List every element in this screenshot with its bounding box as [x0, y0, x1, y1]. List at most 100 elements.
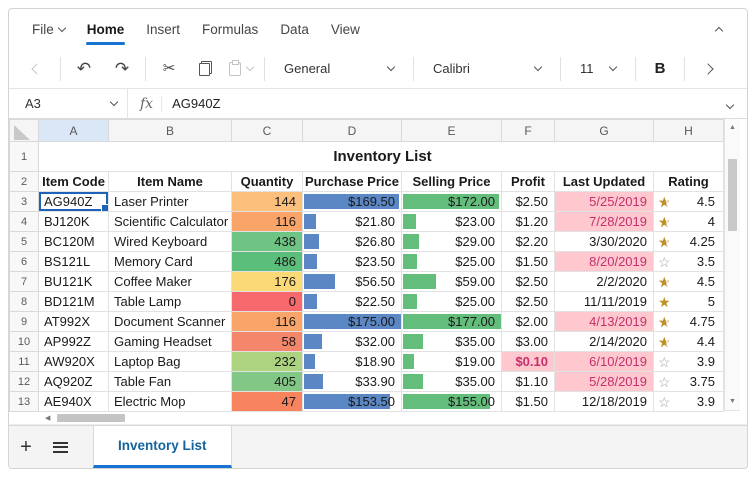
- row-header-4[interactable]: 4: [9, 211, 39, 232]
- cell[interactable]: 6/10/2019: [554, 351, 654, 372]
- cell[interactable]: ★ 5: [653, 291, 724, 312]
- cell[interactable]: ☆ 3.9: [653, 351, 724, 372]
- collapse-ribbon-button[interactable]: [705, 14, 733, 44]
- cell[interactable]: $33.90: [302, 371, 402, 392]
- column-header-E[interactable]: E: [401, 119, 502, 142]
- cell[interactable]: $19.00: [401, 351, 502, 372]
- cell[interactable]: Laptop Bag: [108, 351, 232, 372]
- cell[interactable]: AQ920Z: [38, 371, 109, 392]
- add-sheet-button[interactable]: +: [20, 435, 32, 458]
- expand-formula-bar-button[interactable]: [713, 96, 747, 111]
- cell[interactable]: Laser Printer: [108, 191, 232, 212]
- cell[interactable]: ☆★ 4: [653, 211, 724, 232]
- cell[interactable]: $1.50: [501, 391, 555, 412]
- cell[interactable]: 4/13/2019: [554, 311, 654, 332]
- cell[interactable]: 47: [231, 391, 303, 412]
- menu-item-home[interactable]: Home: [76, 9, 136, 49]
- row-header-3[interactable]: 3: [9, 191, 39, 212]
- cell[interactable]: $155.00: [401, 391, 502, 412]
- cell[interactable]: AT992X: [38, 311, 109, 332]
- cell[interactable]: ☆★ 4.5: [653, 191, 724, 212]
- cell[interactable]: BC120M: [38, 231, 109, 252]
- undo-button[interactable]: ↶: [70, 54, 98, 84]
- cell[interactable]: BU121K: [38, 271, 109, 292]
- cell[interactable]: $18.90: [302, 351, 402, 372]
- row-header-8[interactable]: 8: [9, 291, 39, 312]
- cell[interactable]: 0: [231, 291, 303, 312]
- sheet-title-cell[interactable]: Inventory List: [38, 141, 724, 172]
- cell[interactable]: Electric Mop: [108, 391, 232, 412]
- column-title-cell[interactable]: Profit: [501, 171, 555, 192]
- horizontal-scroll-thumb[interactable]: [57, 414, 125, 422]
- cell[interactable]: $25.00: [401, 251, 502, 272]
- cell[interactable]: ☆★ 4.25: [653, 231, 724, 252]
- paste-button[interactable]: [227, 54, 255, 84]
- row-header-1[interactable]: 1: [9, 141, 39, 172]
- column-header-F[interactable]: F: [501, 119, 555, 142]
- select-all-corner[interactable]: [9, 119, 39, 142]
- cell[interactable]: $23.00: [401, 211, 502, 232]
- cell[interactable]: 2/14/2020: [554, 331, 654, 352]
- cell[interactable]: 3/30/2020: [554, 231, 654, 252]
- vertical-scroll-thumb[interactable]: [728, 159, 737, 231]
- cell[interactable]: $2.50: [501, 291, 555, 312]
- cell[interactable]: Document Scanner: [108, 311, 232, 332]
- cell[interactable]: BS121L: [38, 251, 109, 272]
- cell[interactable]: 8/20/2019: [554, 251, 654, 272]
- cell[interactable]: $3.00: [501, 331, 555, 352]
- column-title-cell[interactable]: Purchase Price: [302, 171, 402, 192]
- cell[interactable]: Gaming Headset: [108, 331, 232, 352]
- redo-button[interactable]: ↷: [108, 54, 136, 84]
- copy-button[interactable]: [191, 54, 219, 84]
- cell[interactable]: $1.10: [501, 371, 555, 392]
- cell[interactable]: ☆ 3.75: [653, 371, 724, 392]
- column-header-D[interactable]: D: [302, 119, 402, 142]
- cell[interactable]: 11/11/2019: [554, 291, 654, 312]
- column-header-A[interactable]: A: [38, 119, 109, 142]
- row-header-5[interactable]: 5: [9, 231, 39, 252]
- cell[interactable]: $26.80: [302, 231, 402, 252]
- cell[interactable]: Scientific Calculator: [108, 211, 232, 232]
- cell[interactable]: Coffee Maker: [108, 271, 232, 292]
- cell[interactable]: 5/28/2019: [554, 371, 654, 392]
- row-header-6[interactable]: 6: [9, 251, 39, 272]
- cell[interactable]: AE940X: [38, 391, 109, 412]
- cell[interactable]: Wired Keyboard: [108, 231, 232, 252]
- cell[interactable]: 438: [231, 231, 303, 252]
- cell[interactable]: $2.50: [501, 271, 555, 292]
- cell[interactable]: $153.50: [302, 391, 402, 412]
- font-name-dropdown[interactable]: Calibri: [423, 54, 551, 84]
- column-header-B[interactable]: B: [108, 119, 232, 142]
- fx-icon[interactable]: fx: [140, 95, 154, 112]
- menu-item-insert[interactable]: Insert: [135, 9, 191, 49]
- cell[interactable]: $1.50: [501, 251, 555, 272]
- cell[interactable]: $22.50: [302, 291, 402, 312]
- cell[interactable]: $177.00: [401, 311, 502, 332]
- column-header-G[interactable]: G: [554, 119, 654, 142]
- cell[interactable]: $29.00: [401, 231, 502, 252]
- cell[interactable]: 176: [231, 271, 303, 292]
- formula-input[interactable]: AG940Z: [172, 96, 221, 111]
- cell[interactable]: 232: [231, 351, 303, 372]
- cell[interactable]: 116: [231, 211, 303, 232]
- cell[interactable]: $35.00: [401, 331, 502, 352]
- scroll-toolbar-left-button[interactable]: [23, 54, 51, 84]
- cell[interactable]: 12/18/2019: [554, 391, 654, 412]
- menu-item-file[interactable]: File: [21, 9, 76, 49]
- cell[interactable]: 7/28/2019: [554, 211, 654, 232]
- cell[interactable]: Table Lamp: [108, 291, 232, 312]
- cell[interactable]: $172.00: [401, 191, 502, 212]
- cell[interactable]: ☆ 3.9: [653, 391, 724, 412]
- scroll-down-icon[interactable]: ▼: [729, 398, 736, 405]
- column-title-cell[interactable]: Rating: [653, 171, 724, 192]
- scroll-toolbar-right-button[interactable]: [694, 54, 722, 84]
- cell[interactable]: 486: [231, 251, 303, 272]
- sheet-list-button[interactable]: [43, 426, 77, 468]
- cell[interactable]: 116: [231, 311, 303, 332]
- cell[interactable]: 58: [231, 331, 303, 352]
- cell[interactable]: Memory Card: [108, 251, 232, 272]
- column-header-H[interactable]: H: [653, 119, 724, 142]
- menu-item-data[interactable]: Data: [269, 9, 320, 49]
- cell[interactable]: BJ120K: [38, 211, 109, 232]
- name-box[interactable]: A3: [9, 89, 127, 118]
